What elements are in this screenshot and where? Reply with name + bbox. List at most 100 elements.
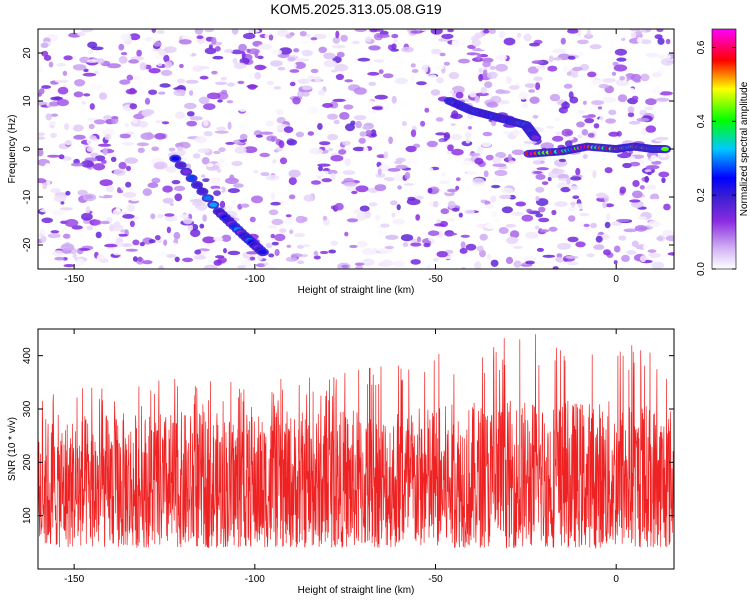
noise-blob xyxy=(51,209,65,216)
noise-blob xyxy=(265,120,274,127)
noise-blob xyxy=(38,88,45,95)
noise-blob xyxy=(435,132,446,136)
noise-blob xyxy=(42,182,47,190)
noise-blob xyxy=(138,121,149,128)
noise-blob xyxy=(498,194,512,200)
noise-blob xyxy=(478,54,489,58)
noise-blob xyxy=(283,218,294,225)
noise-blob xyxy=(136,231,146,237)
noise-blob xyxy=(662,229,674,236)
noise-blob xyxy=(566,177,571,185)
noise-blob xyxy=(512,211,524,216)
noise-blob xyxy=(410,129,417,138)
snr-panel: -150 -100 -50 0 100 200 300 400 Height of stra… xyxy=(7,328,675,596)
noise-blob xyxy=(243,146,258,154)
noise-blob xyxy=(257,55,264,60)
noise-blob xyxy=(186,51,193,56)
y-tick-label: 0 xyxy=(22,146,33,152)
noise-blob xyxy=(484,81,493,88)
noise-blob xyxy=(426,140,438,148)
noise-blob xyxy=(368,81,377,86)
noise-blob xyxy=(665,235,674,242)
noise-blob xyxy=(157,213,164,219)
noise-blob xyxy=(190,229,201,238)
noise-blob xyxy=(469,152,481,157)
noise-blob xyxy=(582,115,591,119)
noise-blob xyxy=(221,234,232,242)
y-tick-label: 100 xyxy=(22,507,33,524)
noise-blob xyxy=(634,225,648,232)
noise-blob xyxy=(292,96,301,105)
noise-blob xyxy=(604,203,615,208)
noise-blob xyxy=(96,254,105,261)
noise-blob xyxy=(465,243,477,251)
noise-blob xyxy=(132,239,140,246)
noise-blob xyxy=(344,231,349,237)
noise-blob xyxy=(492,218,501,223)
noise-blob xyxy=(38,66,44,74)
noise-blob xyxy=(263,262,269,266)
noise-blob xyxy=(332,98,346,102)
noise-blob xyxy=(156,30,165,34)
noise-blob xyxy=(503,130,511,136)
noise-blob xyxy=(535,186,545,193)
noise-blob xyxy=(194,136,207,144)
noise-blob xyxy=(406,198,421,206)
noise-blob xyxy=(50,132,57,138)
noise-blob xyxy=(633,78,641,83)
noise-blob xyxy=(492,163,507,167)
noise-blob xyxy=(535,65,547,70)
noise-blob xyxy=(383,177,395,182)
noise-blob xyxy=(341,141,351,146)
noise-blob xyxy=(378,247,393,254)
spectrogram-y-ticks: -20 -10 0 10 20 xyxy=(22,47,674,252)
noise-blob xyxy=(176,78,186,84)
noise-blob xyxy=(430,238,443,247)
noise-blob xyxy=(220,76,227,81)
noise-blob xyxy=(198,96,210,105)
noise-blob xyxy=(100,220,110,225)
noise-blob xyxy=(158,252,169,256)
noise-blob xyxy=(255,134,263,138)
noise-blob xyxy=(532,171,543,174)
noise-blob xyxy=(52,250,65,257)
noise-blob xyxy=(40,235,47,243)
noise-blob xyxy=(391,43,397,50)
noise-blob xyxy=(611,71,617,76)
noise-blob xyxy=(410,30,423,34)
noise-blob xyxy=(243,33,256,40)
noise-blob xyxy=(505,76,512,84)
noise-blob xyxy=(579,168,592,172)
noise-blob xyxy=(478,67,483,74)
noise-blob xyxy=(310,180,322,185)
noise-blob xyxy=(154,53,162,60)
noise-blob xyxy=(499,90,511,94)
noise-blob xyxy=(627,87,635,92)
noise-blob xyxy=(635,30,642,36)
noise-blob xyxy=(41,217,53,224)
spectrogram-xlabel: Height of straight line (km) xyxy=(298,285,415,296)
noise-blob xyxy=(354,262,365,266)
noise-blob xyxy=(647,249,657,253)
noise-blob xyxy=(204,47,217,55)
noise-blob xyxy=(639,185,645,190)
noise-blob xyxy=(310,68,319,74)
noise-blob xyxy=(395,164,408,170)
noise-blob xyxy=(320,170,329,174)
noise-blob xyxy=(59,207,73,211)
noise-blob xyxy=(486,253,492,260)
noise-blob xyxy=(440,171,447,178)
noise-blob xyxy=(289,81,296,87)
noise-blob xyxy=(231,200,237,206)
noise-blob xyxy=(177,146,183,152)
noise-blob xyxy=(514,173,521,178)
noise-blob xyxy=(206,162,214,168)
noise-blob xyxy=(490,259,499,267)
spectrogram-blobs xyxy=(38,29,674,269)
noise-blob xyxy=(369,202,378,207)
noise-blob xyxy=(355,185,369,193)
noise-blob xyxy=(296,58,310,62)
noise-blob xyxy=(636,117,650,122)
noise-blob xyxy=(584,33,594,39)
noise-blob xyxy=(427,230,440,236)
